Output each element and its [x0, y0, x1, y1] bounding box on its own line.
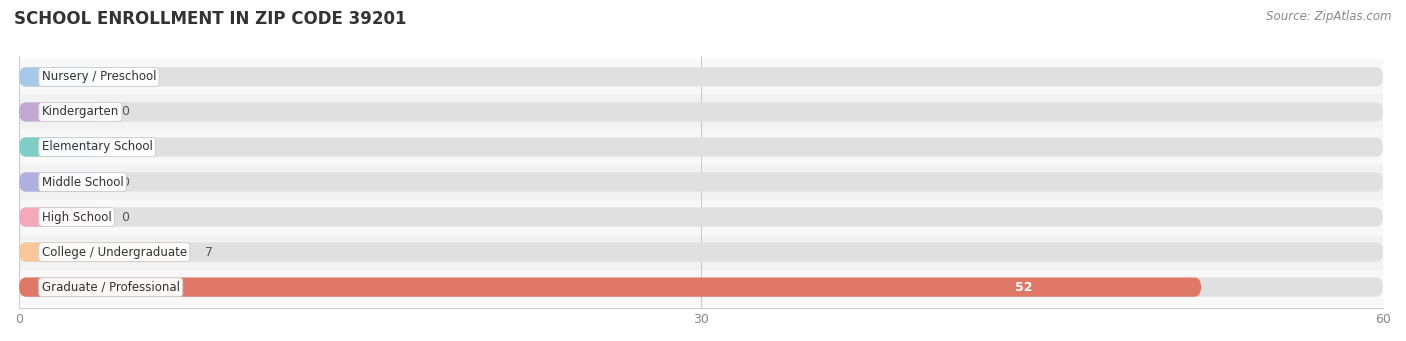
Text: Elementary School: Elementary School: [42, 140, 153, 153]
Text: Nursery / Preschool: Nursery / Preschool: [42, 71, 156, 84]
Text: High School: High School: [42, 210, 111, 224]
Text: College / Undergraduate: College / Undergraduate: [42, 246, 187, 258]
Bar: [20, 164, 1384, 199]
Text: Kindergarten: Kindergarten: [42, 105, 120, 118]
FancyBboxPatch shape: [20, 242, 179, 262]
FancyBboxPatch shape: [20, 173, 1384, 192]
FancyBboxPatch shape: [20, 207, 1384, 227]
Text: Source: ZipAtlas.com: Source: ZipAtlas.com: [1267, 10, 1392, 23]
Text: 0: 0: [121, 210, 129, 224]
FancyBboxPatch shape: [20, 278, 1201, 297]
FancyBboxPatch shape: [20, 67, 98, 87]
Bar: [20, 130, 1384, 164]
Bar: [20, 235, 1384, 270]
FancyBboxPatch shape: [20, 242, 1384, 262]
Text: 0: 0: [121, 176, 129, 189]
Bar: [20, 270, 1384, 305]
Text: 0: 0: [121, 71, 129, 84]
FancyBboxPatch shape: [20, 137, 1384, 157]
Text: Middle School: Middle School: [42, 176, 124, 189]
Text: 52: 52: [1015, 281, 1032, 294]
FancyBboxPatch shape: [20, 278, 1384, 297]
Bar: [20, 199, 1384, 235]
FancyBboxPatch shape: [20, 102, 98, 122]
FancyBboxPatch shape: [20, 173, 98, 192]
Text: 0: 0: [121, 105, 129, 118]
Text: Graduate / Professional: Graduate / Professional: [42, 281, 180, 294]
Bar: [20, 59, 1384, 94]
Text: 7: 7: [205, 246, 214, 258]
FancyBboxPatch shape: [20, 137, 98, 157]
Text: 0: 0: [121, 140, 129, 153]
Text: SCHOOL ENROLLMENT IN ZIP CODE 39201: SCHOOL ENROLLMENT IN ZIP CODE 39201: [14, 10, 406, 28]
FancyBboxPatch shape: [20, 207, 98, 227]
Bar: [20, 94, 1384, 130]
FancyBboxPatch shape: [20, 67, 1384, 87]
FancyBboxPatch shape: [20, 102, 1384, 122]
